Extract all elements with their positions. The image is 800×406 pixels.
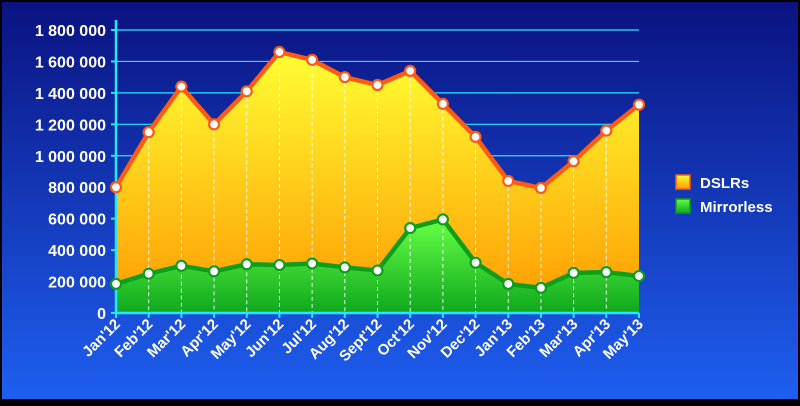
mirrorless-point <box>534 281 548 294</box>
dslr-point <box>142 126 155 139</box>
dslr-point <box>273 45 286 59</box>
y-tick-label: 200 000 <box>48 275 106 292</box>
y-tick-label: 1 800 000 <box>35 23 106 40</box>
dslr-point <box>567 155 580 168</box>
mirrorless-point <box>567 266 580 280</box>
mirrorless-point <box>273 258 286 272</box>
y-tick-label: 800 000 <box>48 180 106 197</box>
legend: DSLRs Mirrorless <box>675 174 773 216</box>
mirrorless-point <box>632 269 646 283</box>
axes <box>111 20 640 318</box>
legend-swatch-dslr <box>675 174 691 190</box>
dslr-point <box>306 53 319 66</box>
dslr-point <box>175 80 188 93</box>
legend-label-dslr: DSLRs <box>700 175 749 192</box>
y-tick-label: 600 000 <box>48 212 106 229</box>
y-axis-tick-labels: 0 200 000 400 000 600 000 800 000 1 000 000 1 … <box>35 23 106 323</box>
dslr-point <box>404 64 417 77</box>
y-tick-label: 400 000 <box>48 243 106 260</box>
dslr-point <box>534 181 548 195</box>
y-tick-label: 1 000 000 <box>35 149 106 166</box>
mirrorless-point <box>436 213 449 226</box>
dslr-point <box>109 181 123 194</box>
dslr-point <box>207 118 221 131</box>
mirrorless-point <box>338 261 351 274</box>
y-tick-label: 1 600 000 <box>35 54 106 71</box>
dslr-point <box>240 85 253 98</box>
y-tick-label: 1 200 000 <box>35 117 106 134</box>
mirrorless-point <box>404 222 417 235</box>
mirrorless-point <box>142 267 155 280</box>
dslr-point <box>502 174 515 188</box>
dslr-point <box>338 71 351 84</box>
mirrorless-point <box>207 265 221 278</box>
y-tick-label: 0 <box>97 306 106 323</box>
dslr-point <box>371 78 384 92</box>
dslr-point <box>469 130 482 144</box>
dslr-point <box>632 98 646 111</box>
dslr-point <box>600 124 613 137</box>
mirrorless-point <box>469 256 482 269</box>
y-tick-label: 1 400 000 <box>35 86 106 103</box>
legend-label-mirrorless: Mirrorless <box>700 199 773 216</box>
mirrorless-point <box>502 277 515 291</box>
mirrorless-point <box>371 264 384 277</box>
dslr-point <box>436 97 449 110</box>
mirrorless-point <box>600 266 613 279</box>
mirrorless-point <box>175 259 188 272</box>
legend-swatch-mirrorless <box>675 198 691 214</box>
data-points <box>109 45 646 294</box>
mirrorless-point <box>109 277 123 291</box>
mirrorless-point <box>240 258 253 271</box>
mirrorless-point <box>306 257 319 270</box>
